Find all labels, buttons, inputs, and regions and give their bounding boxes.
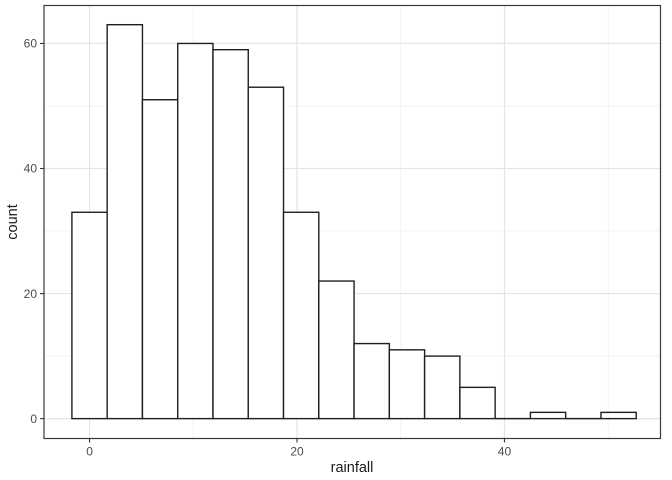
x-tick-label: 20 [290, 445, 304, 459]
histogram-bar [177, 42, 214, 420]
histogram-bar [106, 23, 144, 420]
histogram-bar [388, 349, 426, 420]
histogram-bars-layer [71, 23, 637, 420]
histogram-bar [459, 386, 496, 420]
panel-border [43, 4, 662, 440]
histogram-bar [212, 49, 249, 420]
histogram-bar [423, 355, 461, 420]
y-axis-title: count [5, 204, 21, 239]
histogram-bar [71, 211, 108, 420]
tick-labels-layer: 0 20 40 0 20 40 60 [24, 37, 512, 459]
x-axis-title: rainfall [331, 460, 374, 476]
y-tick-label: 40 [24, 162, 38, 176]
x-tick-label: 0 [86, 445, 93, 459]
y-tick-label: 20 [24, 287, 38, 301]
histogram-bar [247, 86, 285, 420]
histogram-bar [353, 342, 391, 420]
x-tick-label: 40 [498, 445, 512, 459]
panel-border-layer [43, 4, 662, 440]
histogram-bar [141, 99, 179, 420]
axis-ticks-layer [40, 42, 506, 443]
y-tick-label: 60 [24, 37, 38, 51]
histogram-bar [318, 280, 355, 420]
histogram-bar [529, 411, 567, 420]
y-tick-label: 0 [30, 412, 37, 426]
histogram-bar [600, 411, 637, 420]
histogram-bar [282, 211, 320, 420]
